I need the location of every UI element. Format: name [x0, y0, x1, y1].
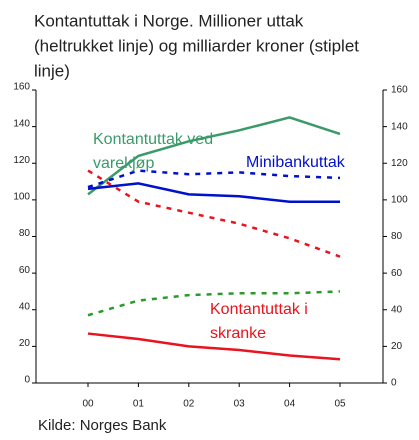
y2-tick-label: 40 — [391, 304, 403, 315]
x-tick-label: 03 — [234, 399, 246, 410]
dashed-line — [87, 169, 341, 189]
source: Kilde: Norges Bank — [38, 417, 167, 434]
y2-tick-label: 140 — [391, 121, 408, 132]
y2-tick-label: 160 — [391, 85, 408, 96]
x-tick-label: 04 — [284, 399, 296, 410]
y-tick-label: 40 — [19, 301, 31, 312]
solid-line — [87, 116, 341, 196]
chart-title: linje) — [34, 61, 70, 80]
annotation: Minibankuttak — [246, 154, 346, 171]
y-tick-label: 100 — [13, 192, 30, 203]
annotation: varekjøp — [93, 155, 154, 172]
y2-tick-label: 120 — [391, 158, 408, 169]
y2-tick-label: 0 — [391, 378, 397, 389]
x-tick-label: 00 — [82, 399, 94, 410]
y-tick-label: 60 — [19, 265, 31, 276]
y2-tick-label: 60 — [391, 268, 403, 279]
y-tick-label: 120 — [13, 155, 30, 166]
chart-title: (heltrukket linje) og milliarder kroner … — [34, 36, 359, 55]
annotation: Kontantuttak ved — [93, 131, 213, 148]
y2-tick-label: 20 — [391, 341, 403, 352]
y-tick-label: 160 — [13, 82, 30, 93]
chart-title: Kontantuttak i Norge. Millioner uttak — [34, 11, 304, 30]
dashed-line — [87, 169, 341, 258]
y-tick-label: 80 — [19, 228, 31, 239]
y2-tick-label: 100 — [391, 195, 408, 206]
y-tick-label: 140 — [13, 118, 30, 129]
y-tick-label: 0 — [24, 375, 30, 386]
x-tick-label: 05 — [334, 399, 346, 410]
x-tick-label: 02 — [183, 399, 195, 410]
annotation: Kontantuttak i — [210, 301, 308, 318]
solid-line — [87, 182, 340, 203]
y2-tick-label: 80 — [391, 231, 403, 242]
annotation: skranke — [210, 325, 266, 342]
y-tick-label: 20 — [19, 338, 31, 349]
x-tick-label: 01 — [133, 399, 145, 410]
dashed-line — [87, 290, 341, 317]
solid-line — [87, 332, 341, 361]
